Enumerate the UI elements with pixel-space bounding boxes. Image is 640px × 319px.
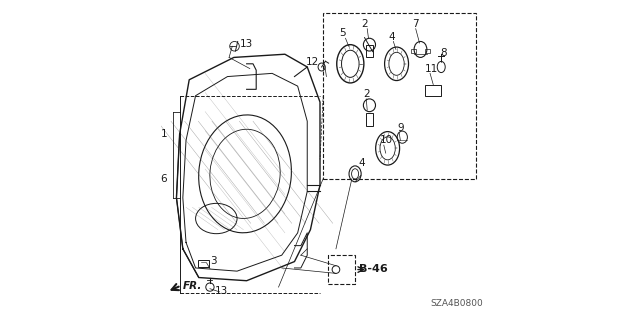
Bar (328, 255, 355, 284)
Text: 12: 12 (306, 56, 319, 67)
Text: 2: 2 (363, 89, 369, 99)
Text: 10: 10 (380, 135, 392, 145)
Text: SZA4B0800: SZA4B0800 (431, 299, 484, 308)
Text: 2: 2 (362, 19, 368, 29)
Bar (425, 85, 441, 96)
Text: 11: 11 (424, 63, 438, 74)
Text: 6: 6 (161, 174, 167, 184)
Text: 13: 13 (215, 286, 228, 296)
Bar (365, 45, 373, 57)
Text: 7: 7 (412, 19, 419, 29)
Text: 8: 8 (440, 48, 447, 58)
Text: 3: 3 (210, 256, 216, 266)
Text: 9: 9 (397, 122, 404, 133)
Bar (425, 49, 430, 53)
Bar (323, 13, 476, 179)
Text: 4: 4 (359, 158, 365, 168)
Bar (365, 113, 373, 126)
Bar (411, 49, 416, 53)
Text: 5: 5 (339, 28, 346, 39)
Text: B-46: B-46 (359, 264, 388, 274)
Bar (198, 260, 209, 267)
Text: 4: 4 (388, 32, 395, 42)
Text: FR.: FR. (183, 281, 202, 291)
Text: 1: 1 (161, 129, 167, 139)
Text: 13: 13 (239, 39, 253, 49)
